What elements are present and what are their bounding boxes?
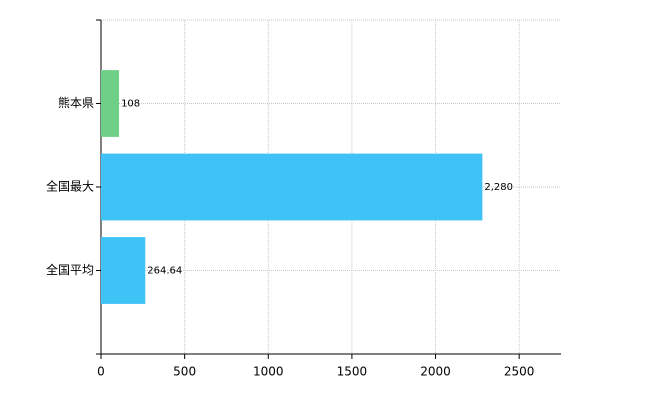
y-tick-label: 熊本県 <box>58 95 94 110</box>
data-label: 108 <box>121 99 140 110</box>
bar <box>101 237 146 304</box>
x-tick-label: 2000 <box>420 365 451 379</box>
y-tick-label: 全国平均 <box>46 262 94 277</box>
x-tick-label: 2500 <box>504 365 535 379</box>
data-label: 2,280 <box>484 182 513 193</box>
x-tick-label: 500 <box>173 365 196 379</box>
bar <box>101 70 120 137</box>
y-tick-label: 全国最大 <box>46 179 94 194</box>
x-tick-label: 0 <box>97 365 105 379</box>
bar <box>101 153 483 221</box>
data-label: 264.64 <box>147 266 182 277</box>
x-tick-label: 1000 <box>253 365 284 379</box>
x-tick-label: 1500 <box>337 365 368 379</box>
